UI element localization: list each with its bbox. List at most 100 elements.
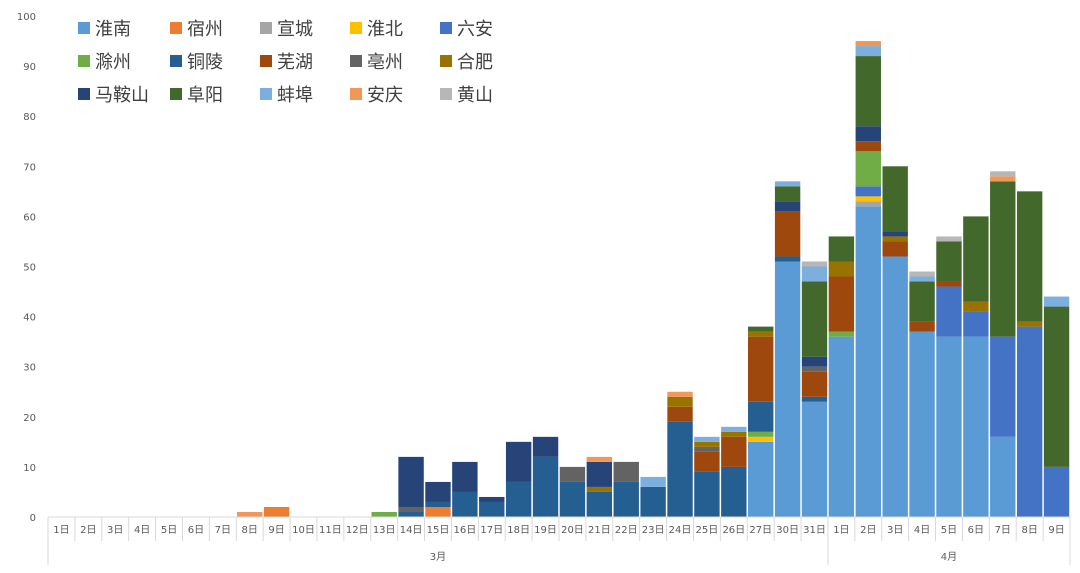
y-tick-label: 10	[23, 463, 36, 474]
x-tick-label: 5日	[941, 525, 957, 536]
bar-segment	[694, 436, 720, 442]
bar-segment	[667, 421, 693, 517]
bar-segment	[828, 261, 855, 277]
bar-segment	[398, 506, 424, 512]
x-tick-label: 25日	[696, 525, 719, 536]
bar-segment	[855, 41, 881, 47]
x-tick-label: 2日	[80, 525, 96, 536]
bar-segment	[855, 126, 881, 142]
bar-segment	[774, 211, 801, 257]
bar-segment	[963, 336, 989, 517]
bar-segment	[479, 496, 505, 502]
legend-label: 宣城	[277, 19, 313, 40]
bar-segment	[1043, 296, 1070, 307]
bar-segment	[425, 481, 451, 502]
legend-label: 滁州	[95, 52, 131, 73]
bars	[237, 41, 1070, 517]
legend-swatch	[78, 55, 90, 67]
bar-segment	[990, 181, 1016, 337]
bar-segment	[1043, 466, 1070, 517]
bar-segment	[586, 461, 613, 487]
x-tick-label: 30日	[776, 525, 799, 536]
x-tick-label: 27日	[749, 525, 772, 536]
legend-label: 合肥	[457, 52, 493, 73]
bar-segment	[586, 456, 613, 462]
y-tick-label: 0	[30, 513, 36, 524]
legend-label: 蚌埠	[277, 85, 313, 106]
bar-segment	[586, 491, 613, 517]
x-tick-label: 24日	[669, 525, 692, 536]
bar-segment	[801, 371, 828, 397]
x-tick-label: 19日	[534, 525, 557, 536]
bar-segment	[828, 236, 855, 262]
bar-segment	[505, 441, 532, 482]
bar-segment	[828, 276, 855, 332]
bar-segment	[613, 461, 639, 482]
bar-segment	[505, 481, 532, 517]
x-tick-label: 26日	[722, 525, 745, 536]
x-tick-label: 4日	[914, 525, 930, 536]
bar-segment	[748, 336, 774, 402]
x-tick-label: 18日	[507, 525, 530, 536]
bar-segment	[694, 441, 720, 447]
bar-segment	[1016, 191, 1043, 322]
bar-segment	[640, 476, 666, 487]
bar-segment	[936, 241, 962, 282]
bar-segment	[532, 436, 559, 457]
legend-swatch	[260, 55, 272, 67]
bar-segment	[882, 256, 908, 517]
y-axis: 0 10 20 30 40 50 60 70 80 90 100	[17, 12, 36, 524]
bar-segment	[532, 456, 559, 517]
bar-segment	[425, 501, 451, 507]
bar-segment	[774, 256, 801, 262]
x-tick-label: 17日	[480, 525, 503, 536]
x-tick-label: 7日	[215, 525, 231, 536]
bar-segment	[586, 486, 613, 492]
x-tick-label: 6日	[188, 525, 204, 536]
x-tick-label: 1日	[833, 525, 849, 536]
x-tick-label: 1日	[53, 525, 69, 536]
bar-segment	[559, 466, 586, 482]
bar-segment	[801, 356, 828, 367]
bar-segment	[721, 436, 747, 467]
bar-segment	[263, 506, 290, 517]
bar-segment	[855, 206, 881, 517]
x-tick-label: 22日	[615, 525, 638, 536]
bar-segment	[1016, 321, 1043, 327]
bar-segment	[963, 216, 989, 302]
bar-segment	[801, 401, 828, 517]
legend-label: 淮南	[95, 19, 131, 40]
bar-segment	[721, 426, 747, 432]
legend-swatch	[170, 88, 182, 100]
bar-segment	[990, 171, 1016, 177]
bar-segment	[828, 331, 855, 337]
x-tick-label: 9日	[1048, 525, 1064, 536]
bar-segment	[425, 506, 451, 517]
y-tick-label: 90	[23, 62, 36, 73]
bar-segment	[936, 236, 962, 242]
bar-segment	[936, 281, 962, 287]
bar-segment	[1043, 306, 1070, 467]
x-tick-label: 3日	[107, 525, 123, 536]
bar-segment	[613, 481, 639, 517]
bar-segment	[774, 261, 801, 517]
x-tick-label: 16日	[454, 525, 477, 536]
x-tick-label: 13日	[373, 525, 396, 536]
bar-segment	[237, 511, 263, 517]
bar-segment	[801, 266, 828, 282]
bar-segment	[963, 301, 989, 312]
bar-segment	[452, 491, 478, 517]
bar-segment	[667, 406, 693, 422]
bar-segment	[909, 276, 935, 282]
bar-segment	[694, 451, 720, 472]
bar-segment	[855, 56, 881, 127]
bar-segment	[452, 461, 478, 492]
bar-segment	[774, 201, 801, 212]
legend-swatch	[78, 22, 90, 34]
bar-segment	[748, 326, 774, 332]
legend-swatch	[350, 55, 362, 67]
legend-swatch	[440, 22, 452, 34]
bar-segment	[694, 446, 720, 452]
bar-segment	[748, 441, 774, 517]
legend-label: 安庆	[367, 85, 403, 106]
